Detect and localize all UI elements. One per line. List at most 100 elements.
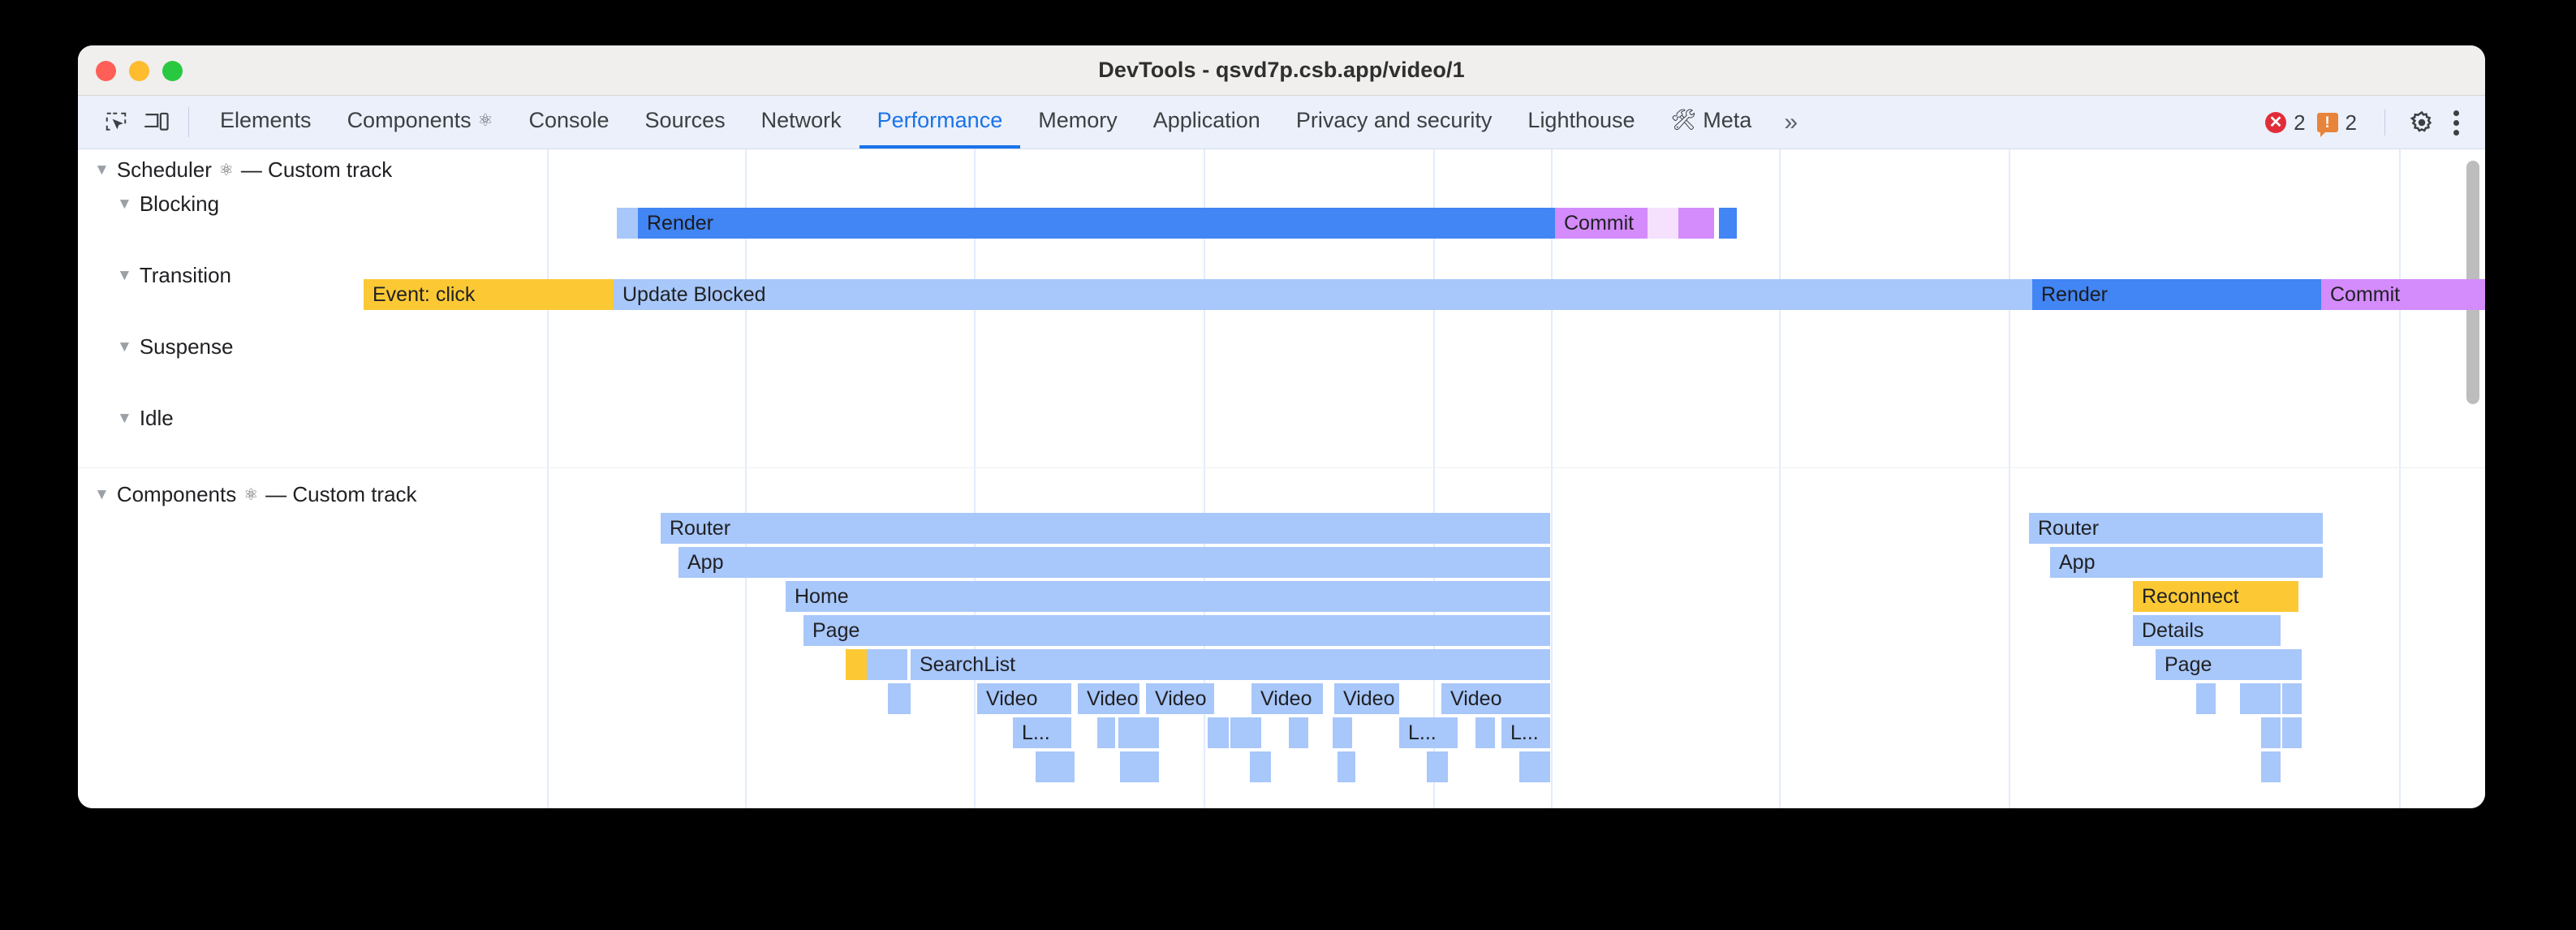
tab-label: Console xyxy=(528,108,610,132)
track-group-scheduler[interactable]: ▼ Scheduler ⚛ — Custom track xyxy=(94,157,392,183)
flame-bar-home[interactable]: Home xyxy=(786,581,1550,612)
flame-bar-label: Event: click xyxy=(373,282,476,306)
minimize-window-button[interactable] xyxy=(129,60,149,81)
flame-bar-l[interactable]: L... xyxy=(1399,717,1458,748)
track-lane-suspense[interactable]: ▼ Suspense xyxy=(117,334,233,360)
flame-bar[interactable] xyxy=(2240,683,2281,714)
flame-bar-update-blocked[interactable]: Update Blocked xyxy=(614,279,2032,310)
flame-bar[interactable] xyxy=(617,208,638,239)
collapse-caret-icon[interactable]: ▼ xyxy=(94,486,110,503)
flame-bar[interactable] xyxy=(2282,717,2302,748)
timeline-gridline xyxy=(2009,149,2010,808)
flame-bar-router[interactable]: Router xyxy=(661,513,1550,544)
track-label-suffix: — Custom track xyxy=(240,157,393,182)
flame-bar[interactable] xyxy=(2261,717,2281,748)
tab-lighthouse[interactable]: Lighthouse xyxy=(1510,96,1652,149)
collapse-caret-icon[interactable]: ▼ xyxy=(117,410,132,427)
flame-bar-label: Video xyxy=(1155,687,1207,710)
flame-bar-video[interactable]: Video xyxy=(1334,683,1399,714)
flame-bar[interactable] xyxy=(2261,751,2281,782)
flame-bar[interactable] xyxy=(2282,683,2302,714)
flame-bar-label: Router xyxy=(670,516,731,540)
warning-badge[interactable]: ! 2 xyxy=(2316,110,2357,137)
flame-bar-render[interactable]: Render xyxy=(638,208,1555,239)
track-label-text: Components xyxy=(116,482,237,506)
flame-bar-page[interactable]: Page xyxy=(803,615,1550,646)
track-group-components[interactable]: ▼ Components ⚛ — Custom track xyxy=(94,482,417,507)
flame-bar[interactable] xyxy=(888,683,911,714)
track-lane-transition[interactable]: ▼ Transition xyxy=(117,263,231,288)
flame-bar[interactable] xyxy=(1475,717,1495,748)
flame-bar-searchlist[interactable]: SearchList xyxy=(911,649,1550,680)
tab-meta[interactable]: 🛠 Meta xyxy=(1653,96,1770,149)
gear-icon[interactable] xyxy=(2402,102,2442,143)
tab-performance[interactable]: Performance xyxy=(859,96,1021,149)
flame-bar-label: Video xyxy=(1087,687,1139,710)
flame-bar[interactable] xyxy=(1118,717,1159,748)
flame-bar[interactable] xyxy=(1427,751,1448,782)
collapse-caret-icon[interactable]: ▼ xyxy=(94,161,110,179)
collapse-caret-icon[interactable]: ▼ xyxy=(117,338,132,355)
flame-bar-video[interactable]: Video xyxy=(1078,683,1139,714)
flame-bar[interactable] xyxy=(867,649,907,680)
close-window-button[interactable] xyxy=(96,60,116,81)
track-lane-idle[interactable]: ▼ Idle xyxy=(117,406,174,431)
flame-bar[interactable] xyxy=(846,649,867,680)
kebab-menu-icon[interactable] xyxy=(2442,110,2470,136)
flame-bar[interactable] xyxy=(1036,751,1075,782)
tab-console[interactable]: Console xyxy=(510,96,627,149)
zoom-window-button[interactable] xyxy=(162,60,183,81)
flame-bar-reconnect[interactable]: Reconnect xyxy=(2133,581,2298,612)
toolbar-divider xyxy=(188,107,189,137)
flame-bar[interactable] xyxy=(1648,208,1678,239)
flame-bar-video[interactable]: Video xyxy=(977,683,1071,714)
flame-bar[interactable] xyxy=(1250,751,1271,782)
flame-bar-label: Reconnect xyxy=(2142,584,2239,608)
performance-flame-chart[interactable]: ▼ Scheduler ⚛ — Custom track ▼ Blocking Render… xyxy=(78,149,2485,808)
flame-bar[interactable] xyxy=(1120,751,1159,782)
flame-bar[interactable] xyxy=(1208,717,1229,748)
tab-components[interactable]: Components ⚛ xyxy=(330,96,511,149)
flame-bar-app[interactable]: App xyxy=(2050,547,2323,578)
track-lane-blocking[interactable]: ▼ Blocking xyxy=(117,192,219,217)
flame-bar-l[interactable]: L... xyxy=(1013,717,1071,748)
flame-bar[interactable] xyxy=(1097,717,1115,748)
flame-bar[interactable] xyxy=(1519,751,1550,782)
tab-elements[interactable]: Elements xyxy=(202,96,330,149)
device-toolbar-icon[interactable] xyxy=(136,102,177,143)
flame-bar-video[interactable]: Video xyxy=(1251,683,1323,714)
flame-bar[interactable] xyxy=(1678,208,1714,239)
tab-sources[interactable]: Sources xyxy=(627,96,743,149)
flame-bar[interactable] xyxy=(1719,208,1737,239)
window-titlebar: DevTools - qsvd7p.csb.app/video/1 xyxy=(78,45,2485,96)
flame-bar-video[interactable]: Video xyxy=(1441,683,1550,714)
collapse-caret-icon[interactable]: ▼ xyxy=(117,267,132,284)
collapse-caret-icon[interactable]: ▼ xyxy=(117,196,132,213)
warning-icon: ! xyxy=(2316,113,2338,137)
chevron-double-right-icon[interactable]: » xyxy=(1784,108,1798,136)
flame-bar[interactable] xyxy=(1338,751,1355,782)
tab-application[interactable]: Application xyxy=(1135,96,1278,149)
toolbar-right-controls: ✕ 2 ! 2 xyxy=(2265,96,2470,149)
flame-bar-commit[interactable]: Commit xyxy=(1555,208,1648,239)
flame-bar[interactable] xyxy=(1230,717,1261,748)
timeline-gridline xyxy=(1551,149,1553,808)
flame-bar-details[interactable]: Details xyxy=(2133,615,2281,646)
flame-bar-router[interactable]: Router xyxy=(2029,513,2323,544)
error-badge[interactable]: ✕ 2 xyxy=(2265,110,2306,136)
flame-bar-video[interactable]: Video xyxy=(1146,683,1214,714)
flame-bar-event-click[interactable]: Event: click xyxy=(364,279,614,310)
flame-bar[interactable] xyxy=(1289,717,1308,748)
tab-privacy-and-security[interactable]: Privacy and security xyxy=(1278,96,1510,149)
flame-bar-page[interactable]: Page xyxy=(2156,649,2302,680)
flame-bar[interactable] xyxy=(2196,683,2216,714)
track-label-text: Blocking xyxy=(139,192,220,216)
tab-network[interactable]: Network xyxy=(743,96,859,149)
flame-bar-commit[interactable]: Commit xyxy=(2321,279,2485,310)
flame-bar-app[interactable]: App xyxy=(678,547,1550,578)
tab-memory[interactable]: Memory xyxy=(1020,96,1135,149)
inspect-element-icon[interactable] xyxy=(96,102,136,143)
flame-bar-render[interactable]: Render xyxy=(2032,279,2321,310)
flame-bar-l[interactable]: L... xyxy=(1501,717,1550,748)
flame-bar[interactable] xyxy=(1333,717,1352,748)
